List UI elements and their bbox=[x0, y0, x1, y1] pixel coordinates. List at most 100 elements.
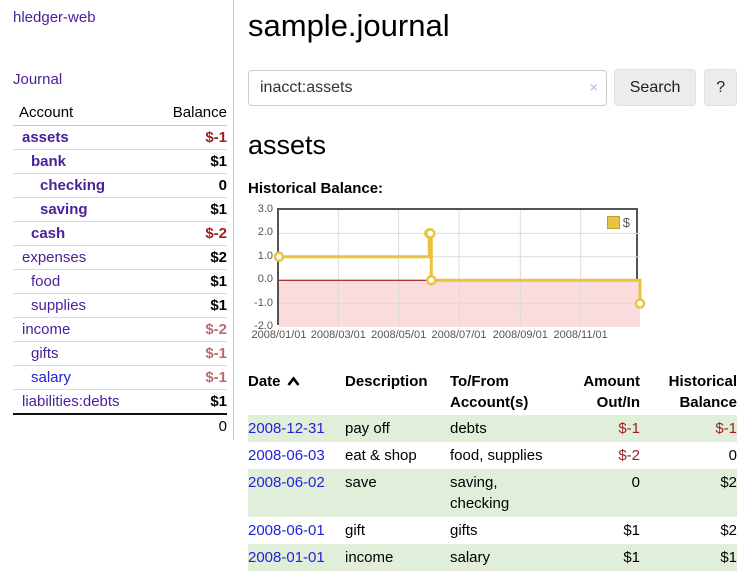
legend-label: $ bbox=[622, 215, 630, 230]
app-title-link[interactable]: hledger-web bbox=[13, 9, 96, 26]
x-axis-tick-label: 2008/11/01 bbox=[553, 329, 608, 341]
account-balance: $-1 bbox=[149, 365, 227, 390]
register-row: 2008-06-02 save saving, checking 0 $2 bbox=[248, 469, 737, 517]
transaction-amount: $-2 bbox=[618, 447, 640, 464]
transaction-date-link[interactable]: 2008-06-03 bbox=[248, 447, 325, 464]
transaction-date-link[interactable]: 2008-06-02 bbox=[248, 474, 325, 491]
help-button[interactable]: ? bbox=[704, 69, 737, 106]
account-link[interactable]: supplies bbox=[31, 297, 87, 314]
accounts-table: Account Balance assets $-1 bank $1 checking 0… bbox=[13, 101, 227, 438]
transaction-accounts: saving, checking bbox=[450, 474, 510, 512]
page-title: sample.journal bbox=[248, 8, 450, 43]
transaction-amount: 0 bbox=[631, 474, 640, 491]
register-row: 2008-06-01 gift gifts $1 $2 bbox=[248, 517, 737, 544]
search-box: × bbox=[248, 69, 607, 106]
date-column-header[interactable]: Date bbox=[248, 369, 345, 415]
transaction-accounts: debts bbox=[450, 420, 487, 437]
account-link[interactable]: income bbox=[22, 321, 71, 338]
transaction-balance: $1 bbox=[720, 549, 737, 566]
y-axis-tick-label: 3.0 bbox=[257, 203, 273, 215]
account-heading: assets bbox=[248, 130, 327, 160]
account-row: liabilities:debts $1 bbox=[13, 389, 227, 415]
account-link[interactable]: assets bbox=[22, 129, 69, 146]
transaction-accounts: food, supplies bbox=[450, 447, 543, 464]
account-balance: 0 bbox=[149, 173, 227, 198]
register-row: 2008-01-01 income salary $1 $1 bbox=[248, 544, 737, 571]
account-balance: $-1 bbox=[149, 341, 227, 366]
x-axis-tick-label: 2008/03/01 bbox=[310, 329, 366, 341]
account-link[interactable]: expenses bbox=[22, 249, 87, 266]
account-balance: $-2 bbox=[149, 317, 227, 342]
account-balance: $1 bbox=[149, 197, 227, 222]
y-axis-tick-label: 2.0 bbox=[257, 226, 273, 239]
search-button[interactable]: Search bbox=[613, 69, 697, 106]
transaction-balance: $-1 bbox=[715, 420, 737, 437]
chart-title: Historical Balance: bbox=[248, 180, 384, 197]
sidebar: hledger-web Journal Account Balance asse… bbox=[0, 0, 234, 440]
transaction-date-link[interactable]: 2008-06-01 bbox=[248, 522, 325, 539]
transaction-description: gift bbox=[345, 522, 366, 539]
x-axis-tick-label: 2008/05/01 bbox=[371, 329, 427, 341]
x-axis-tick-label: 2008/01/01 bbox=[251, 329, 307, 341]
sort-asc-icon bbox=[286, 376, 300, 386]
chart-legend: $ bbox=[606, 215, 630, 230]
historical-balance-chart: $ 3.0 2.0 1.0 0.0 -1.0 -2.0 2008/01/01 2008/03… bbox=[248, 203, 737, 348]
account-row: checking 0 bbox=[13, 173, 227, 198]
account-link[interactable]: saving bbox=[40, 201, 88, 218]
x-axis-tick-label: 2008/07/01 bbox=[431, 329, 487, 341]
transaction-balance: 0 bbox=[728, 447, 737, 464]
account-column-header: Account bbox=[13, 101, 150, 126]
accounts-table-header: Account Balance bbox=[13, 101, 227, 126]
y-axis-tick-label: 1.0 bbox=[257, 249, 273, 262]
transaction-accounts: gifts bbox=[450, 522, 478, 539]
account-link[interactable]: cash bbox=[31, 225, 66, 242]
account-balance: $1 bbox=[149, 389, 227, 415]
account-row: expenses $2 bbox=[13, 245, 227, 270]
description-column-header: Description bbox=[345, 373, 428, 390]
x-axis-tick-label: 2008/09/01 bbox=[492, 329, 548, 341]
account-link[interactable]: liabilities:debts bbox=[22, 393, 120, 410]
register-row: 2008-06-03 eat & shop food, supplies $-2 0 bbox=[248, 442, 737, 469]
account-row: bank $1 bbox=[13, 149, 227, 174]
account-row: saving $1 bbox=[13, 197, 227, 222]
account-link[interactable]: salary bbox=[31, 369, 72, 386]
account-balance: $1 bbox=[149, 149, 227, 174]
account-link[interactable]: bank bbox=[31, 153, 67, 170]
account-balance: $1 bbox=[149, 269, 227, 294]
account-balance: $-2 bbox=[149, 221, 227, 246]
y-axis-tick-label: -1.0 bbox=[254, 296, 273, 309]
account-link[interactable]: checking bbox=[40, 177, 106, 194]
sidebar-item-journal[interactable]: Journal bbox=[13, 71, 63, 88]
chart-plot-area: $ bbox=[273, 208, 646, 327]
account-balance: $2 bbox=[149, 245, 227, 270]
transaction-amount: $-1 bbox=[618, 420, 640, 437]
account-row: income $-2 bbox=[13, 317, 227, 342]
account-row: gifts $-1 bbox=[13, 341, 227, 366]
transaction-date-link[interactable]: 2008-12-31 bbox=[248, 420, 325, 437]
amount-column-header: Amount Out/In bbox=[583, 373, 640, 411]
account-row: cash $-2 bbox=[13, 221, 227, 246]
transaction-accounts: salary bbox=[450, 549, 491, 566]
transaction-balance: $2 bbox=[720, 522, 737, 539]
search-form: × Search ? bbox=[248, 69, 737, 106]
transaction-description: save bbox=[345, 474, 377, 491]
search-input[interactable] bbox=[248, 69, 607, 106]
account-balance: $1 bbox=[149, 293, 227, 318]
y-axis-tick-label: -2.0 bbox=[254, 320, 273, 332]
transaction-amount: $1 bbox=[623, 522, 640, 539]
legend-swatch-icon bbox=[606, 216, 620, 229]
transaction-description: eat & shop bbox=[345, 447, 417, 464]
clear-search-icon[interactable]: × bbox=[589, 78, 598, 95]
account-row: food $1 bbox=[13, 269, 227, 294]
account-balance: $-1 bbox=[149, 125, 227, 150]
balance-column-header: Historical Balance bbox=[668, 373, 737, 411]
y-axis-tick-label: 0.0 bbox=[257, 273, 273, 286]
transaction-balance: $2 bbox=[720, 474, 737, 491]
account-link[interactable]: gifts bbox=[31, 345, 59, 362]
account-row: salary $-1 bbox=[13, 365, 227, 390]
balance-column-header: Balance bbox=[149, 101, 227, 126]
main-content: sample.journal × Search ? assets Histori… bbox=[248, 0, 737, 571]
account-link[interactable]: food bbox=[31, 273, 61, 290]
accounts-column-header: To/From Account(s) bbox=[450, 373, 529, 411]
transaction-date-link[interactable]: 2008-01-01 bbox=[248, 549, 325, 566]
